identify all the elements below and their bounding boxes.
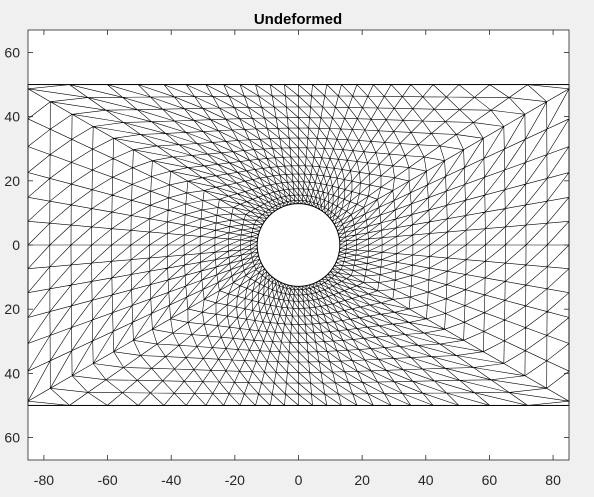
hole	[256, 203, 341, 287]
y-tick-label: 60	[4, 44, 20, 60]
x-tick-label: -60	[97, 472, 117, 488]
y-axis: 60 40 20 0 20 40 60	[4, 44, 569, 446]
x-tick-label: -80	[34, 472, 54, 488]
mesh-elements	[27, 84, 570, 406]
x-tick-label: 20	[354, 472, 370, 488]
y-tick-label: 40	[4, 109, 20, 125]
x-tick-label: 0	[295, 472, 303, 488]
y-tick-label: 40	[4, 365, 20, 381]
x-tick-label: 40	[418, 472, 434, 488]
x-tick-label: 60	[482, 472, 498, 488]
chart-title: Undeformed	[254, 11, 342, 28]
x-axis: -80 -60 -40 -20 0 20 40 60 80	[34, 30, 561, 488]
x-tick-label: -40	[161, 472, 181, 488]
y-tick-label: 20	[4, 301, 20, 317]
x-tick-label: 80	[545, 472, 561, 488]
y-tick-label: 20	[4, 173, 20, 189]
x-tick-label: -20	[225, 472, 245, 488]
y-tick-label: 0	[12, 237, 20, 253]
y-tick-label: 60	[4, 430, 20, 446]
